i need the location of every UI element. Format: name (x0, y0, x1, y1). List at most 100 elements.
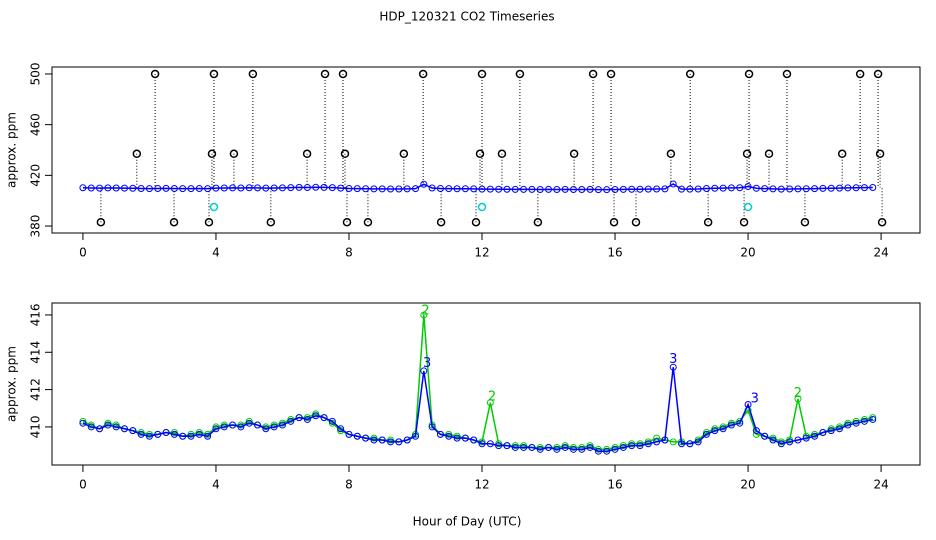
point (445, 432, 453, 440)
point (873, 69, 883, 79)
point (875, 149, 885, 159)
point (363, 217, 373, 227)
point (245, 184, 253, 192)
point (212, 184, 220, 192)
point (470, 185, 478, 193)
point (436, 217, 446, 227)
point (777, 185, 785, 193)
point (794, 436, 802, 444)
x-tick-label: 0 (79, 246, 87, 260)
point (478, 440, 486, 448)
point (685, 69, 695, 79)
point (603, 447, 611, 455)
y-tick-label: 410 (29, 415, 43, 438)
point (603, 186, 611, 194)
point (836, 425, 844, 433)
point (420, 180, 428, 188)
point (212, 425, 220, 433)
point (742, 149, 752, 159)
point (104, 184, 112, 192)
point (545, 443, 553, 451)
point (145, 432, 153, 440)
point (736, 419, 744, 427)
y-axis-label: approx. ppm (5, 112, 19, 188)
point (702, 185, 710, 193)
point (295, 414, 303, 422)
point (761, 185, 769, 193)
point (112, 184, 120, 192)
point (619, 185, 627, 193)
point (569, 186, 577, 194)
point (819, 429, 827, 437)
y-tick-label: 414 (29, 341, 43, 364)
point (229, 149, 239, 159)
point (802, 185, 810, 193)
point (561, 443, 569, 451)
point (711, 425, 719, 433)
point (666, 149, 676, 159)
point (270, 184, 278, 192)
point (162, 429, 170, 437)
point (420, 311, 428, 319)
point (461, 185, 469, 193)
point (262, 425, 270, 433)
point (511, 442, 519, 450)
point (727, 421, 735, 429)
point (631, 217, 641, 227)
annotation: 2 (794, 386, 802, 401)
point (711, 184, 719, 192)
point (96, 425, 104, 433)
point (353, 432, 361, 440)
x-tick-label: 24 (873, 246, 888, 260)
point (461, 434, 469, 442)
point (811, 432, 819, 440)
point (145, 185, 153, 193)
x-tick-label: 8 (345, 478, 353, 492)
annotation: 2 (488, 390, 496, 405)
point (869, 184, 877, 192)
point (852, 419, 860, 427)
point (752, 184, 760, 192)
point (220, 423, 228, 431)
point (769, 185, 777, 193)
point (207, 149, 217, 159)
point (678, 440, 686, 448)
point (661, 436, 669, 444)
point (237, 184, 245, 192)
point (636, 185, 644, 193)
x-tick-label: 20 (740, 478, 755, 492)
point (764, 149, 774, 159)
point (187, 430, 195, 438)
point (254, 421, 262, 429)
point (536, 443, 544, 451)
point (378, 436, 386, 444)
point (511, 443, 519, 451)
point (694, 185, 702, 193)
point (266, 217, 276, 227)
point (844, 421, 852, 429)
point (445, 430, 453, 438)
point (837, 149, 847, 159)
point (503, 185, 511, 193)
point (471, 217, 481, 227)
point (395, 438, 403, 446)
point (204, 217, 214, 227)
x-tick-label: 12 (474, 246, 489, 260)
point (96, 184, 104, 192)
x-tick-label: 12 (474, 478, 489, 492)
point (836, 184, 844, 192)
point (453, 185, 461, 193)
point (418, 69, 428, 79)
point (338, 69, 348, 79)
x-tick-label: 20 (740, 246, 755, 260)
point (495, 442, 503, 450)
point (477, 69, 487, 79)
point (145, 430, 153, 438)
point (594, 447, 602, 455)
point (486, 185, 494, 193)
point (245, 419, 253, 427)
point (278, 184, 286, 192)
point (220, 421, 228, 429)
point (395, 185, 403, 193)
point (129, 184, 137, 192)
